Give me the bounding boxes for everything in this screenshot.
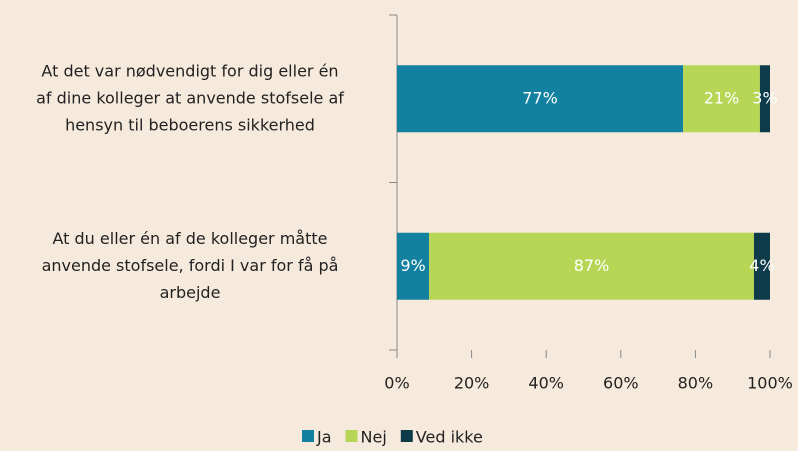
bar-segment bbox=[683, 65, 760, 133]
data-label: 77% bbox=[522, 88, 558, 107]
legend-label: Nej bbox=[361, 428, 387, 447]
legend-label: Ved ikke bbox=[416, 428, 483, 447]
data-label: 87% bbox=[574, 256, 610, 275]
bar-segment bbox=[397, 65, 684, 133]
bar-segment bbox=[429, 232, 754, 300]
bar-segment bbox=[397, 232, 430, 300]
category-label: arbejde bbox=[160, 283, 221, 302]
data-label: 21% bbox=[704, 88, 740, 107]
legend-label: Ja bbox=[316, 428, 332, 447]
category-label: anvende stofsele, fordi I var for få på bbox=[42, 256, 339, 275]
x-tick-label: 80% bbox=[678, 374, 714, 393]
category-label: At du eller én af de kolleger måtte bbox=[53, 229, 328, 248]
x-tick-label: 100% bbox=[747, 374, 793, 393]
data-label: 4% bbox=[749, 256, 774, 275]
legend-swatch bbox=[345, 430, 358, 442]
category-label: af dine kolleger at anvende stofsele af bbox=[36, 88, 344, 107]
x-tick-label: 40% bbox=[528, 374, 564, 393]
legend-swatch bbox=[400, 430, 413, 442]
x-tick-label: 0% bbox=[384, 374, 409, 393]
bar-segment bbox=[753, 232, 770, 300]
legend-swatch bbox=[302, 430, 314, 442]
x-tick-label: 60% bbox=[603, 374, 639, 393]
bar-segment bbox=[759, 65, 770, 133]
x-tick-label: 20% bbox=[454, 374, 490, 393]
data-label: 3% bbox=[752, 88, 777, 107]
category-label: hensyn til beboerens sikkerhed bbox=[65, 115, 315, 134]
category-label: At det var nødvendigt for dig eller én bbox=[41, 61, 338, 80]
data-label: 9% bbox=[400, 256, 425, 275]
